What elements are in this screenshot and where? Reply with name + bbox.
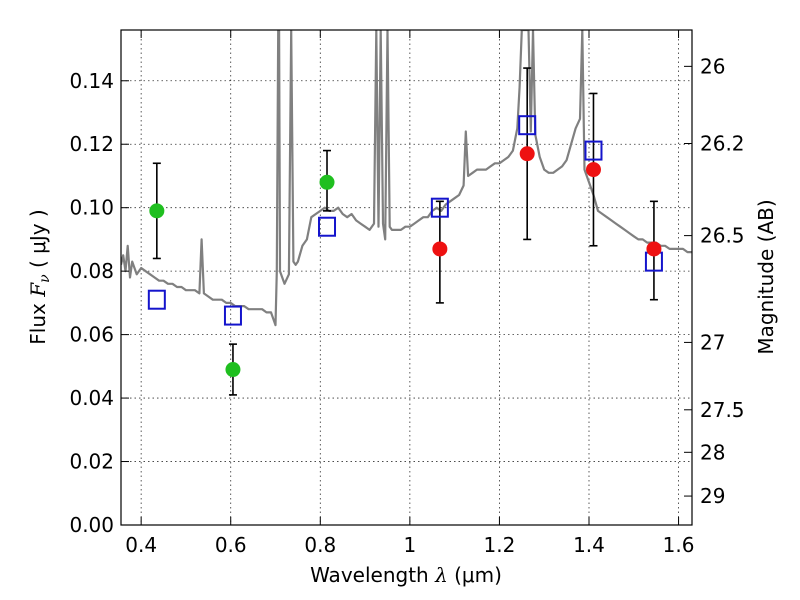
x-tick-label: 1 (403, 533, 416, 557)
x-tick-label: 0.8 (304, 533, 336, 557)
x-tick-label: 1.6 (663, 533, 695, 557)
right-tick-label: 26.5 (700, 224, 745, 248)
model-square (223, 305, 242, 326)
y-tick-label: 0.12 (69, 132, 114, 156)
right-tick-label: 26 (700, 54, 725, 78)
x-tick-label: 0.4 (125, 533, 157, 557)
x-tick-label: 0.6 (215, 533, 247, 557)
right-tick-label: 29 (700, 484, 725, 508)
right-axis-label: Magnitude (AB) (754, 199, 778, 354)
right-tick-label: 26.2 (700, 132, 745, 156)
data-point-green (225, 362, 241, 378)
spectrum-layer (121, 30, 692, 327)
right-tick-label: 27.5 (700, 398, 745, 422)
y-tick-label: 0.04 (69, 386, 114, 410)
ticks-layer: 0.4 0.6 0.8 1 1.2 1.4 1.6 0.00 0.02 0.04 0.06 0.08 0… (69, 30, 745, 557)
model-square (318, 216, 337, 237)
x-tick-label: 1.4 (573, 533, 605, 557)
x-axis-label-symbol: λ (434, 563, 448, 587)
grid (121, 30, 692, 526)
x-axis-label: Wavelength λ (μm) (310, 563, 502, 587)
plot-background (121, 30, 692, 525)
right-tick-label: 27 (700, 330, 725, 354)
right-tick-label: 28 (700, 440, 725, 464)
data-point-red (432, 241, 448, 257)
y-tick-label: 0.10 (69, 196, 114, 220)
model-square (518, 115, 537, 136)
y-axis-label-unit: ( μJy ) (26, 209, 50, 268)
y-tick-label: 0.08 (69, 259, 114, 283)
plot-frame (120, 29, 693, 526)
data-point-green (149, 203, 165, 219)
y-axis-label: Flux Fν ( μJy ) (26, 209, 53, 344)
y-axis-label-symbol: F (26, 282, 50, 298)
x-tick-label: 1.2 (484, 533, 516, 557)
y-tick-label: 0.06 (69, 323, 114, 347)
model-square (430, 197, 449, 218)
x-axis-label-text: Wavelength (310, 563, 429, 587)
data-point-green (319, 174, 335, 190)
y-axis-label-text: Flux (26, 303, 50, 345)
model-square (147, 289, 166, 310)
points-layer (147, 67, 663, 396)
data-point-red (585, 162, 601, 178)
y-axis-label-subscript: ν (37, 274, 53, 283)
y-tick-label: 0.02 (69, 450, 114, 474)
data-point-red (646, 241, 662, 257)
data-point-red (519, 146, 535, 162)
spectrum-line (121, 30, 692, 327)
model-square (584, 140, 603, 161)
y-tick-label: 0.14 (69, 69, 114, 93)
x-axis-label-unit: (μm) (454, 563, 502, 587)
y-tick-label: 0.00 (69, 513, 114, 537)
